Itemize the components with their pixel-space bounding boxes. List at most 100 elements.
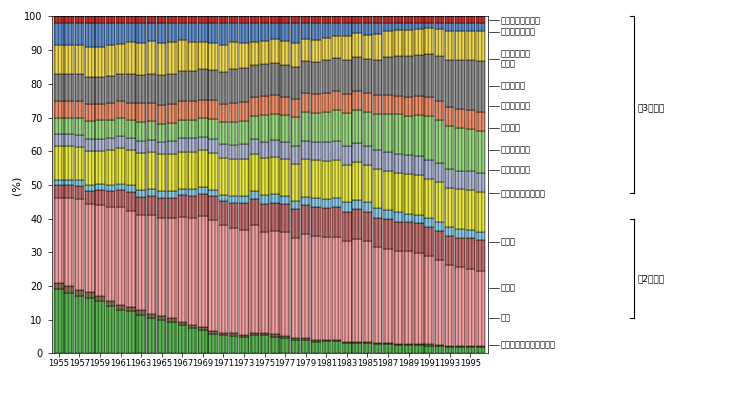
Bar: [137, 314, 146, 353]
Bar: [414, 344, 423, 345]
Bar: [301, 61, 310, 93]
Bar: [476, 347, 486, 353]
Bar: [198, 328, 208, 330]
Bar: [290, 99, 300, 117]
Bar: [250, 42, 259, 65]
Bar: [445, 188, 454, 227]
Bar: [332, 23, 341, 36]
Bar: [363, 111, 372, 146]
Bar: [342, 95, 352, 113]
Bar: [414, 344, 423, 345]
Bar: [445, 16, 454, 23]
Bar: [424, 178, 434, 218]
Bar: [466, 230, 475, 238]
Bar: [342, 202, 352, 212]
Bar: [167, 141, 177, 154]
Bar: [219, 72, 228, 104]
Bar: [424, 28, 434, 54]
Bar: [167, 42, 177, 74]
Bar: [208, 331, 218, 334]
Bar: [435, 260, 444, 345]
Bar: [260, 335, 269, 353]
Bar: [301, 141, 310, 159]
Bar: [147, 152, 156, 189]
Bar: [260, 41, 269, 65]
Bar: [466, 346, 475, 353]
Bar: [414, 96, 423, 115]
Bar: [311, 198, 321, 207]
Bar: [219, 23, 228, 45]
Bar: [75, 23, 84, 46]
Bar: [157, 218, 166, 316]
Bar: [363, 342, 372, 343]
Bar: [466, 31, 475, 60]
Bar: [466, 230, 475, 238]
Bar: [116, 148, 126, 184]
Bar: [332, 110, 341, 141]
Bar: [75, 118, 84, 135]
Bar: [95, 23, 105, 46]
Bar: [403, 222, 413, 252]
Bar: [290, 340, 300, 353]
Bar: [137, 190, 146, 196]
Bar: [64, 16, 74, 23]
Bar: [455, 127, 465, 171]
Bar: [147, 189, 156, 196]
Bar: [95, 296, 105, 302]
Bar: [126, 312, 136, 353]
Bar: [219, 144, 228, 158]
Bar: [342, 164, 352, 202]
Bar: [219, 195, 228, 201]
Bar: [280, 142, 290, 159]
Bar: [147, 215, 156, 314]
Bar: [353, 23, 362, 33]
Bar: [75, 101, 84, 118]
Bar: [188, 16, 197, 23]
Bar: [455, 60, 465, 109]
Bar: [85, 298, 95, 353]
Bar: [137, 16, 146, 23]
Bar: [250, 42, 259, 65]
Bar: [208, 119, 218, 139]
Bar: [384, 95, 392, 114]
Bar: [167, 16, 177, 23]
Bar: [64, 118, 74, 134]
Bar: [311, 16, 321, 23]
Bar: [384, 249, 392, 343]
Bar: [455, 238, 465, 267]
Bar: [353, 342, 362, 343]
Bar: [229, 335, 239, 353]
Bar: [177, 189, 187, 195]
Bar: [177, 120, 187, 138]
Bar: [116, 136, 126, 148]
Bar: [424, 227, 434, 256]
Bar: [260, 65, 269, 96]
Bar: [250, 16, 259, 23]
Text: 卸売・小売業: 卸売・小売業: [500, 165, 531, 174]
Bar: [106, 206, 115, 301]
Bar: [476, 232, 486, 240]
Bar: [414, 253, 423, 344]
Bar: [321, 237, 331, 340]
Bar: [373, 34, 383, 60]
Bar: [157, 75, 166, 105]
Bar: [476, 346, 486, 347]
Bar: [188, 152, 197, 189]
Bar: [95, 77, 105, 104]
Bar: [188, 196, 197, 218]
Bar: [157, 320, 166, 353]
Bar: [126, 23, 136, 42]
Bar: [321, 208, 331, 237]
Bar: [85, 77, 95, 104]
Bar: [321, 60, 331, 93]
Bar: [311, 340, 321, 342]
Bar: [363, 343, 372, 353]
Bar: [75, 46, 84, 74]
Bar: [424, 346, 434, 353]
Bar: [147, 41, 156, 74]
Bar: [126, 192, 136, 210]
Bar: [188, 120, 197, 139]
Bar: [198, 187, 208, 194]
Bar: [332, 237, 341, 340]
Bar: [332, 141, 341, 160]
